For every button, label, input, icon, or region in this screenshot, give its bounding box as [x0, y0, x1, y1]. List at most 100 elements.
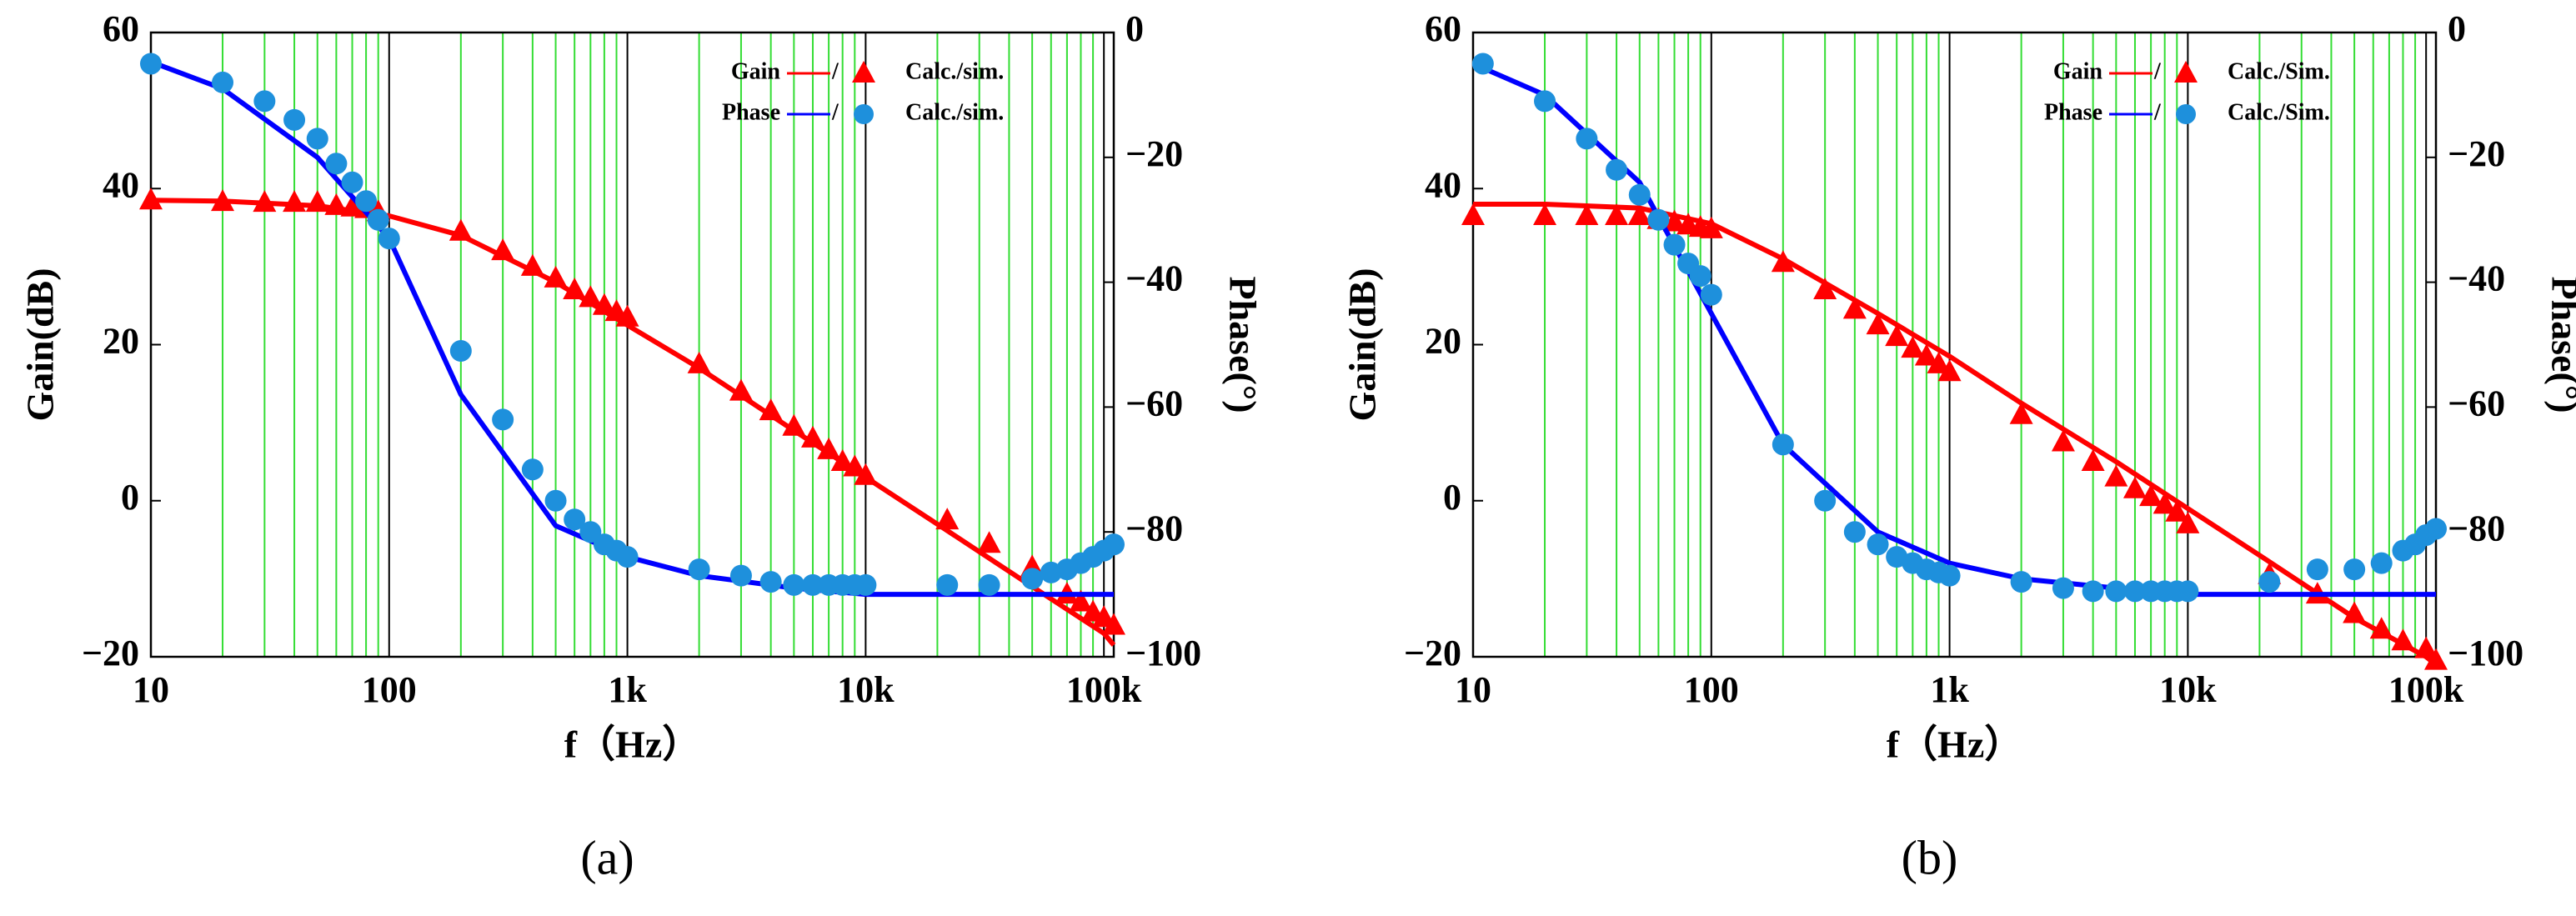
triangle-marker: [1575, 203, 1599, 226]
legend-label: Calc./Sim.: [2228, 99, 2330, 125]
triangle-marker: [782, 413, 806, 436]
triangle-marker: [2424, 648, 2448, 670]
caption: (b): [1902, 830, 1958, 884]
y2-tick-label: −80: [1125, 508, 1183, 548]
triangle-marker: [843, 454, 867, 477]
triangle-marker: [340, 194, 364, 217]
y2-axis-label: Phase(°): [2543, 276, 2576, 413]
y2-tick-label: −60: [1125, 383, 1183, 423]
triangle-marker: [324, 193, 348, 215]
circle-marker: [492, 408, 514, 431]
triangle-marker: [2369, 617, 2393, 639]
triangle-marker: [2104, 464, 2128, 487]
triangle-marker: [687, 351, 711, 373]
x-tick-label: 10: [133, 669, 169, 710]
plot-frame: [149, 31, 1115, 658]
circle-marker: [1103, 533, 1125, 556]
circle-marker: [355, 190, 378, 213]
plot-frame: [1471, 31, 2438, 658]
circle-marker: [564, 508, 586, 531]
triangle-marker: [615, 304, 639, 327]
circle-marker: [341, 171, 363, 193]
y2-tick-label: −40: [1125, 258, 1183, 299]
triangle-marker: [2391, 628, 2415, 651]
circle-marker: [579, 521, 602, 543]
circle-marker: [378, 228, 400, 250]
triangle-marker: [2414, 636, 2438, 658]
y2-tick-label: 0: [1125, 8, 1144, 49]
triangle-marker: [1533, 203, 1557, 226]
circle-marker: [2082, 580, 2104, 603]
x-tick-label: 1k: [1930, 669, 1969, 710]
series-line: [150, 198, 1116, 647]
circle-marker: [1814, 489, 1837, 512]
triangle-marker: [2165, 499, 2189, 522]
triangle-marker: [305, 190, 329, 213]
y-tick-label: 20: [103, 321, 139, 362]
y2-tick-label: −100: [1125, 633, 1201, 673]
triangle-marker: [579, 285, 603, 308]
circle-marker: [936, 573, 959, 596]
caption: (a): [580, 830, 634, 884]
circle-marker: [2010, 571, 2032, 593]
y-tick-label: −20: [1404, 633, 1461, 673]
triangle-marker: [2343, 601, 2367, 623]
circle-marker: [2177, 580, 2199, 603]
legend-marker: [2176, 104, 2196, 124]
circle-marker: [2343, 558, 2366, 581]
triangle-marker: [729, 378, 753, 401]
triangle-marker: [544, 265, 568, 288]
triangle-marker: [1069, 589, 1093, 612]
triangle-marker: [2051, 429, 2075, 452]
legend-separator: /: [2153, 99, 2162, 125]
legend-label: Gain: [731, 58, 781, 84]
legend-separator: /: [2153, 58, 2162, 84]
circle-marker: [544, 489, 567, 512]
circle-marker: [2052, 577, 2074, 599]
triangle-marker: [2009, 402, 2033, 424]
triangle-marker: [2153, 492, 2177, 514]
circle-marker: [140, 53, 162, 75]
y-tick-label: 0: [121, 477, 139, 518]
y2-tick-label: −60: [2448, 383, 2505, 423]
circle-marker: [2123, 580, 2146, 603]
x-axis-label: f（Hz）: [1887, 723, 2023, 766]
y2-tick-label: −100: [2448, 633, 2523, 673]
circle-marker: [521, 458, 544, 481]
triangle-marker: [1927, 351, 1951, 373]
circle-marker: [2258, 571, 2281, 593]
x-tick-label: 10k: [2159, 669, 2217, 710]
legend-label: Phase: [2044, 99, 2102, 125]
triangle-marker: [1699, 216, 1723, 238]
circle-marker: [729, 564, 752, 587]
circle-marker: [759, 571, 782, 593]
circle-marker: [1700, 283, 1722, 306]
triangle-marker: [854, 463, 878, 485]
triangle-marker: [520, 253, 544, 276]
legend-label: Gain: [2053, 58, 2103, 84]
circle-marker: [1843, 521, 1866, 543]
y2-tick-label: −80: [2448, 508, 2505, 548]
circle-marker: [616, 546, 639, 568]
circle-marker: [283, 108, 306, 131]
legend-separator: /: [831, 58, 839, 84]
legend-marker: [852, 61, 875, 83]
triangle-marker: [1605, 203, 1629, 226]
y2-tick-label: −40: [2448, 258, 2505, 299]
x-tick-label: 10: [1455, 669, 1491, 710]
triangle-marker: [759, 398, 783, 421]
circle-marker: [1576, 128, 1598, 150]
triangle-marker: [2122, 476, 2147, 498]
y-tick-label: −20: [82, 633, 139, 673]
panel: 10 100 1k 10k 100k 60 40 20 0 −20 0 −20 −40 −60 −80 −10…: [19, 8, 1265, 884]
triangle-marker: [139, 188, 163, 210]
circle-marker: [854, 573, 877, 596]
y-tick-label: 40: [1425, 164, 1461, 205]
legend-separator: /: [831, 99, 839, 125]
circle-marker: [2425, 518, 2447, 540]
legend-marker: [2174, 61, 2198, 83]
triangle-marker: [563, 277, 587, 299]
triangle-marker: [592, 293, 616, 315]
triangle-marker: [1901, 336, 1925, 358]
